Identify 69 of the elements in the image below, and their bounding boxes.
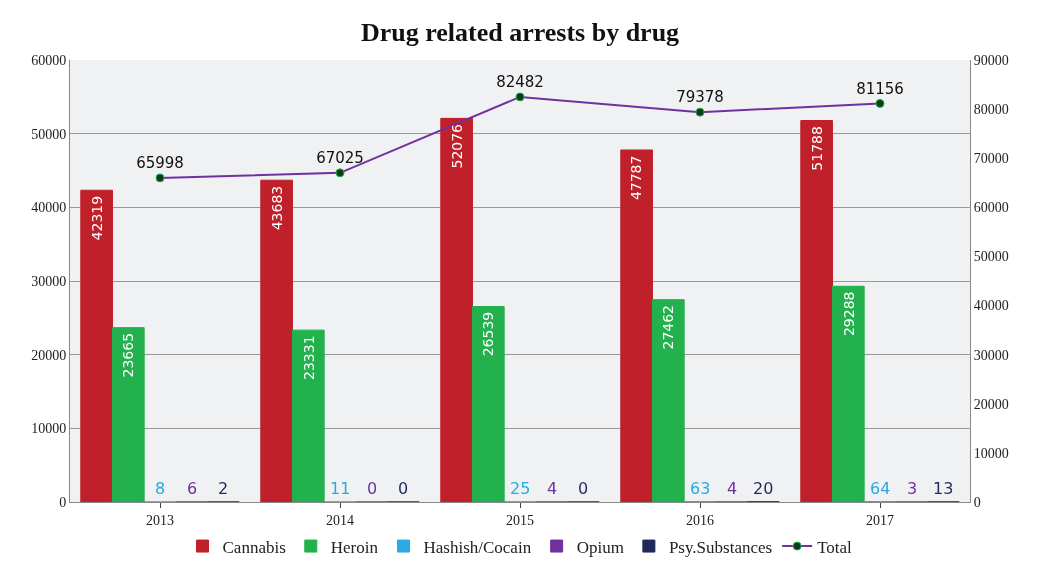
data-label: 79378 bbox=[676, 88, 724, 107]
y2-tick-label: 20000 bbox=[973, 396, 1009, 412]
data-label: 27462 bbox=[660, 304, 677, 350]
data-label: 20 bbox=[753, 479, 774, 498]
legend-label: Total bbox=[817, 537, 853, 557]
x-tick-label: 2016 bbox=[686, 512, 714, 528]
y-tick-label: 10000 bbox=[31, 421, 67, 437]
x-tick-label: 2014 bbox=[326, 512, 354, 528]
y-tick-label: 0 bbox=[59, 494, 67, 510]
y2-tick-label: 0 bbox=[973, 494, 981, 510]
legend-label: Cannabis bbox=[222, 537, 286, 557]
data-label: 23331 bbox=[300, 335, 317, 380]
y2-tick-label: 40000 bbox=[973, 298, 1009, 314]
chart-title: Drug related arrests by drug bbox=[360, 18, 680, 48]
bar bbox=[260, 179, 293, 502]
y2-tick-label: 10000 bbox=[973, 445, 1009, 461]
data-label: 4 bbox=[547, 479, 558, 498]
data-label: 51788 bbox=[808, 126, 825, 171]
bar bbox=[80, 189, 113, 502]
legend-label: Opium bbox=[576, 537, 624, 557]
x-tick-label: 2013 bbox=[146, 512, 174, 528]
data-label: 29288 bbox=[840, 291, 857, 337]
data-label: 13 bbox=[933, 479, 954, 498]
y2-tick-label: 50000 bbox=[973, 249, 1009, 265]
data-label: 6 bbox=[187, 479, 198, 498]
y-tick-label: 50000 bbox=[31, 126, 67, 142]
data-label: 81156 bbox=[856, 79, 904, 98]
data-label: 47787 bbox=[628, 155, 645, 201]
bar bbox=[620, 149, 653, 502]
data-label: 0 bbox=[398, 479, 409, 498]
bar bbox=[471, 306, 505, 502]
y-tick-label: 40000 bbox=[31, 200, 67, 216]
x-tick-label: 2017 bbox=[866, 512, 894, 528]
data-label: 3 bbox=[907, 479, 918, 498]
data-label: 0 bbox=[578, 479, 589, 498]
y2-tick-label: 80000 bbox=[973, 102, 1009, 118]
bar bbox=[800, 120, 833, 502]
y-tick-label: 60000 bbox=[31, 52, 67, 68]
bar bbox=[291, 329, 325, 502]
y-tick-label: 30000 bbox=[31, 273, 67, 289]
y2-tick-label: 90000 bbox=[973, 52, 1009, 68]
y2-tick-label: 30000 bbox=[973, 347, 1009, 363]
data-label: 23665 bbox=[120, 332, 137, 378]
bar bbox=[831, 285, 865, 502]
data-label: 11 bbox=[330, 479, 351, 498]
data-label: 67025 bbox=[316, 149, 364, 168]
x-tick-label: 2015 bbox=[506, 512, 534, 528]
y2-tick-label: 70000 bbox=[973, 151, 1009, 167]
data-label: 42319 bbox=[88, 195, 105, 241]
data-label: 25 bbox=[510, 479, 531, 498]
data-label: 4 bbox=[727, 479, 738, 498]
data-label: 65998 bbox=[136, 154, 184, 173]
data-label: 52076 bbox=[448, 123, 465, 169]
data-label: 43683 bbox=[268, 185, 285, 231]
y2-tick-label: 60000 bbox=[973, 200, 1009, 216]
y-tick-label: 20000 bbox=[31, 347, 67, 363]
data-label: 8 bbox=[155, 479, 166, 498]
bar bbox=[440, 117, 473, 502]
legend-label: Hashish/Cocain bbox=[423, 537, 532, 557]
data-label: 64 bbox=[870, 479, 891, 498]
data-label: 82482 bbox=[496, 73, 544, 92]
legend-label: Psy.Substances bbox=[668, 537, 773, 557]
legend-label: Heroin bbox=[330, 537, 379, 557]
bar bbox=[111, 327, 145, 502]
bar bbox=[651, 299, 685, 502]
data-label: 26539 bbox=[480, 311, 497, 357]
data-label: 2 bbox=[218, 479, 229, 498]
data-label: 0 bbox=[367, 479, 378, 498]
data-label: 63 bbox=[690, 479, 711, 498]
